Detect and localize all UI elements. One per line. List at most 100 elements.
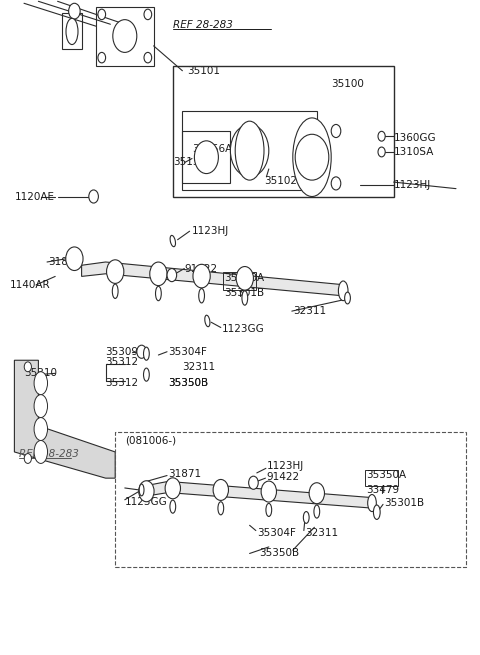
Circle shape [309,483,324,504]
Text: 91422: 91422 [185,263,218,274]
Ellipse shape [205,315,210,327]
Ellipse shape [345,292,350,304]
Ellipse shape [242,291,248,305]
Circle shape [98,9,106,20]
Text: 35312: 35312 [106,378,139,388]
Circle shape [66,247,83,271]
Circle shape [144,52,152,63]
Circle shape [139,481,154,502]
Circle shape [236,267,253,290]
Text: 35309: 35309 [106,346,139,357]
Ellipse shape [293,118,331,196]
Text: 1123HJ: 1123HJ [394,179,431,190]
Text: 1123GG: 1123GG [125,497,168,508]
Ellipse shape [66,18,78,45]
Text: 33479: 33479 [366,485,399,495]
Circle shape [167,269,177,282]
Text: 35301B: 35301B [384,498,424,508]
Text: 35156A: 35156A [192,143,232,154]
Text: 35301B: 35301B [225,288,265,299]
Text: 31871: 31871 [48,257,81,267]
Ellipse shape [170,235,176,247]
Ellipse shape [368,495,376,512]
Ellipse shape [378,147,385,157]
Ellipse shape [170,500,176,514]
Ellipse shape [199,288,204,303]
Ellipse shape [34,372,48,394]
Text: 35312: 35312 [106,356,139,367]
Ellipse shape [34,418,48,441]
Ellipse shape [378,131,385,141]
Text: 32311: 32311 [305,527,338,538]
Circle shape [261,481,276,502]
Ellipse shape [314,505,320,518]
Text: 35350A: 35350A [366,470,406,480]
Circle shape [89,190,98,203]
Circle shape [137,345,146,358]
Text: 32311: 32311 [182,362,216,373]
Text: 32311: 32311 [293,306,326,316]
Bar [223,272,256,290]
Ellipse shape [24,453,31,464]
Circle shape [144,9,152,20]
Ellipse shape [218,502,224,515]
Text: 1123GG: 1123GG [222,324,264,334]
Circle shape [107,260,124,284]
Ellipse shape [373,505,380,519]
Circle shape [230,124,269,177]
Ellipse shape [34,440,48,464]
Text: 1123HJ: 1123HJ [192,226,229,236]
Text: 35101: 35101 [187,66,220,76]
Bar [182,131,230,183]
Text: 31871: 31871 [168,468,201,479]
Text: 35310: 35310 [24,368,57,379]
Ellipse shape [34,394,48,418]
Ellipse shape [144,347,149,360]
Text: 1310SA: 1310SA [394,147,434,157]
Polygon shape [82,262,346,296]
Ellipse shape [144,368,149,381]
Text: 1120AE: 1120AE [14,191,54,202]
Bar [115,432,466,567]
Text: 1140AR: 1140AR [10,280,50,290]
Text: 35304F: 35304F [168,346,207,357]
Circle shape [98,52,106,63]
Text: 35350B: 35350B [168,378,208,388]
Text: (081006-): (081006-) [125,436,176,446]
Text: 35350A: 35350A [225,273,265,284]
Circle shape [194,141,218,174]
Text: 1123HJ: 1123HJ [266,461,304,472]
Ellipse shape [24,362,31,372]
Text: 35100: 35100 [331,79,364,89]
Text: 91422: 91422 [266,472,300,482]
Text: 1360GG: 1360GG [394,132,436,143]
Ellipse shape [112,284,118,299]
Circle shape [165,478,180,499]
Bar [173,66,394,196]
Text: 35350B: 35350B [168,378,208,388]
Text: REF 28-283: REF 28-283 [19,449,79,459]
Circle shape [113,20,137,52]
Bar [182,111,317,190]
Bar [365,470,398,486]
Text: 35304F: 35304F [257,527,296,538]
Circle shape [193,264,210,288]
Text: 35150: 35150 [173,157,206,168]
Circle shape [331,124,341,138]
Circle shape [150,262,167,286]
Ellipse shape [338,281,348,301]
Bar [62,13,82,49]
Circle shape [69,3,80,19]
Polygon shape [14,360,115,478]
Circle shape [295,134,329,180]
Text: 35102: 35102 [264,176,297,186]
Ellipse shape [156,286,161,301]
Text: 35350B: 35350B [259,548,300,559]
Text: REF 28-283: REF 28-283 [173,20,233,30]
Ellipse shape [303,512,309,523]
Circle shape [249,476,258,489]
Bar [96,7,154,66]
Ellipse shape [266,503,272,516]
Polygon shape [144,481,374,508]
Circle shape [213,479,228,500]
